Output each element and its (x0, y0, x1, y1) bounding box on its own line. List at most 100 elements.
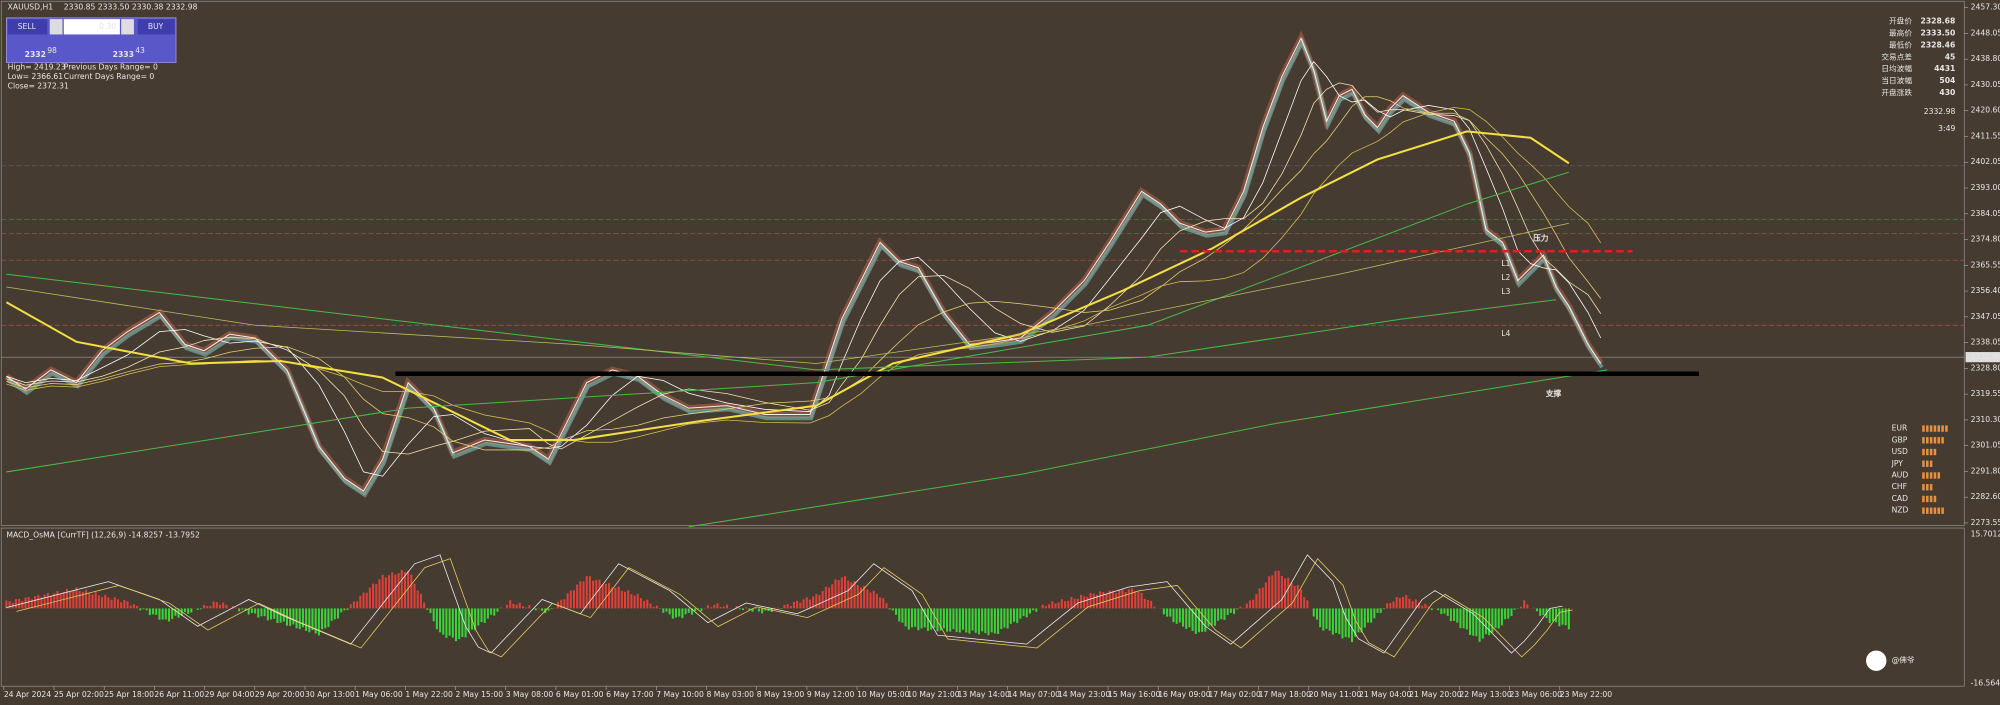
stat-label: Low= 2366.61 (8, 72, 64, 81)
strength-bar (1933, 425, 1937, 432)
time-tick-label: 8 May 03:00 (706, 690, 754, 699)
level-label: L4 (1501, 329, 1510, 338)
strength-bar (1926, 425, 1929, 432)
strength-bar (1926, 495, 1929, 503)
symbol-label: XAUUSD,H1 (8, 3, 54, 12)
moving-average (6, 61, 1602, 477)
current-price: 2332.98 (1924, 107, 1956, 116)
strength-bar (1922, 472, 1925, 479)
strength-bar (1933, 495, 1937, 503)
strength-bar (1937, 472, 1941, 479)
lots-up[interactable] (121, 19, 134, 35)
time-tick-label: 23 May 06:00 (1510, 690, 1563, 699)
info-value: 430 (1939, 88, 1955, 97)
price-line (6, 37, 1602, 492)
time-tick-label: 6 May 01:00 (556, 690, 604, 699)
level-label: L3 (1501, 287, 1510, 296)
time-tick-label: 17 May 18:00 (1259, 690, 1312, 699)
price-marker-label: 2332.98 (1971, 352, 2000, 361)
strength-bar (1926, 460, 1929, 467)
info-value: 2333.50 (1921, 29, 1956, 38)
price-tick-label: 2430.05 (1971, 80, 2000, 89)
bid-small: 98 (47, 46, 57, 55)
time-tick-label: 20 May 11:00 (1309, 690, 1362, 699)
strength-bar (1933, 437, 1937, 444)
range-label: Previous Days Range= 0 (64, 63, 158, 72)
time-tick-label: 14 May 07:00 (1008, 690, 1061, 699)
strength-bar (1937, 425, 1941, 432)
strength-bar (1937, 437, 1941, 444)
info-label: 最高价 (1889, 28, 1912, 38)
info-label: 开盘价 (1889, 16, 1912, 26)
time-tick-label: 14 May 23:00 (1058, 690, 1111, 699)
macd-axis-label: -16.5647 (1971, 679, 2000, 688)
watermark: @佛爷 (1892, 655, 1915, 665)
watermark-icon (1866, 650, 1887, 671)
sell-button[interactable] (7, 19, 48, 35)
price-tick-label: 2347.05 (1971, 312, 2000, 321)
level-label: L2 (1501, 273, 1510, 282)
info-label: 日均波幅 (1881, 63, 1912, 73)
info-value: 45 (1945, 52, 1956, 61)
lots-down[interactable] (49, 19, 63, 35)
price-tick-label: 2411.55 (1971, 131, 2000, 140)
time-tick-label: 15 May 16:00 (1108, 690, 1161, 699)
currency-label: CHF (1892, 482, 1907, 491)
moving-average (688, 369, 1608, 528)
range-label: Current Days Range= 0 (64, 72, 155, 81)
time-tick-label: 22 May 13:00 (1459, 690, 1512, 699)
price-tick-label: 2384.05 (1971, 209, 2000, 218)
lots-field[interactable] (63, 19, 120, 35)
time-tick-label: 7 May 10:00 (656, 690, 704, 699)
strength-bar (1926, 472, 1929, 479)
currency-label: JPY (1891, 459, 1904, 468)
ask-big: 2333 (113, 50, 134, 59)
time-tick-label: 16 May 09:00 (1158, 690, 1211, 699)
bid-big: 2332 (25, 50, 46, 59)
price-tick-label: 2273.55 (1971, 518, 2000, 527)
indicators (4, 30, 1608, 658)
time-tick-label: 25 Apr 02:00 (54, 690, 104, 699)
strength-bar (1941, 437, 1944, 444)
strength-bar (1929, 507, 1933, 514)
strength-bar (1941, 425, 1944, 432)
info-value: 504 (1939, 76, 1955, 85)
price-tick-label: 2393.00 (1971, 183, 2000, 192)
strength-bar (1929, 448, 1933, 456)
info-label: 当日波幅 (1881, 75, 1912, 85)
currency-label: NZD (1892, 506, 1909, 515)
strength-bar (1922, 460, 1925, 467)
info-label: 最低价 (1889, 39, 1912, 49)
time-tick-label: 1 May 06:00 (355, 690, 403, 699)
buy-button[interactable] (137, 19, 175, 35)
time-tick-label: 1 May 22:00 (405, 690, 453, 699)
price-tick-label: 2438.80 (1971, 54, 2000, 63)
strength-bar (1929, 460, 1933, 467)
time-tick-label: 23 May 22:00 (1560, 690, 1613, 699)
time-tick-label: 25 Apr 18:00 (104, 690, 154, 699)
strength-bar (1933, 507, 1937, 514)
time-tick-label: 2 May 15:00 (456, 690, 504, 699)
strength-bar (1933, 472, 1937, 479)
price-tick-label: 2457.30 (1971, 3, 2000, 12)
time-tick-label: 3 May 08:00 (506, 690, 554, 699)
macd-signal (16, 558, 1573, 658)
currency-label: CAD (1892, 494, 1909, 503)
candles-band (6, 37, 1604, 498)
info-value: 2328.68 (1921, 17, 1956, 26)
strength-bar (1929, 437, 1933, 444)
macd-axis-label: 15.7012 (1971, 529, 2000, 538)
time-tick-label: 17 May 02:00 (1208, 690, 1261, 699)
moving-average (6, 171, 1570, 473)
strength-bar (1926, 437, 1929, 444)
time-tick-label: 24 Apr 2024 (4, 690, 51, 699)
time-tick-label: 10 May 05:00 (857, 690, 910, 699)
moving-average (6, 96, 1602, 451)
price-tick-label: 2338.05 (1971, 338, 2000, 347)
strength-bar (1926, 484, 1929, 491)
macd-frame (0, 527, 1965, 687)
strength-bar (1926, 507, 1929, 514)
